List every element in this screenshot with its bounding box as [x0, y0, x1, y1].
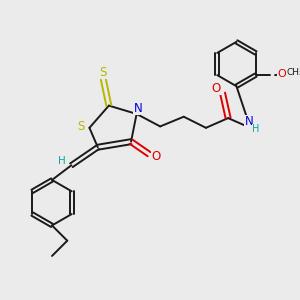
Text: CH₃: CH₃	[286, 68, 300, 77]
Text: O: O	[278, 69, 286, 79]
Text: N: N	[244, 115, 253, 128]
Text: O: O	[152, 150, 160, 164]
Text: N: N	[134, 102, 142, 115]
Text: O: O	[212, 82, 221, 94]
Text: H: H	[58, 156, 66, 166]
Text: S: S	[77, 120, 85, 133]
Text: S: S	[100, 66, 107, 79]
Text: H: H	[252, 124, 260, 134]
